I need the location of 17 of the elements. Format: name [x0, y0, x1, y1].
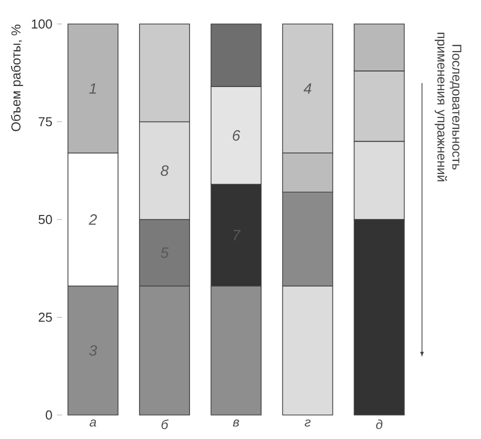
series-label: 8	[160, 165, 169, 176]
series-label: 1	[89, 83, 96, 94]
y-tick-label: 25	[38, 312, 52, 322]
x-tick-label: в	[232, 420, 240, 427]
text: Последовательность применения упражнений	[434, 32, 462, 182]
y-tick-label: 0	[46, 410, 52, 420]
y-tick-label: 75	[38, 117, 52, 126]
x-tick-label: а	[90, 420, 96, 427]
y-axis-title: Объем работы, %	[10, 24, 24, 132]
y-tick-label: 50	[38, 214, 52, 224]
x-tick-label: д	[376, 420, 382, 430]
x-tick-label: г	[304, 420, 311, 427]
series-label: 2	[88, 214, 97, 225]
series-label: 4	[304, 83, 312, 94]
y-tick-label: 100	[32, 19, 52, 29]
series-label: 6	[232, 130, 240, 141]
x-tick-label: б	[162, 420, 169, 430]
